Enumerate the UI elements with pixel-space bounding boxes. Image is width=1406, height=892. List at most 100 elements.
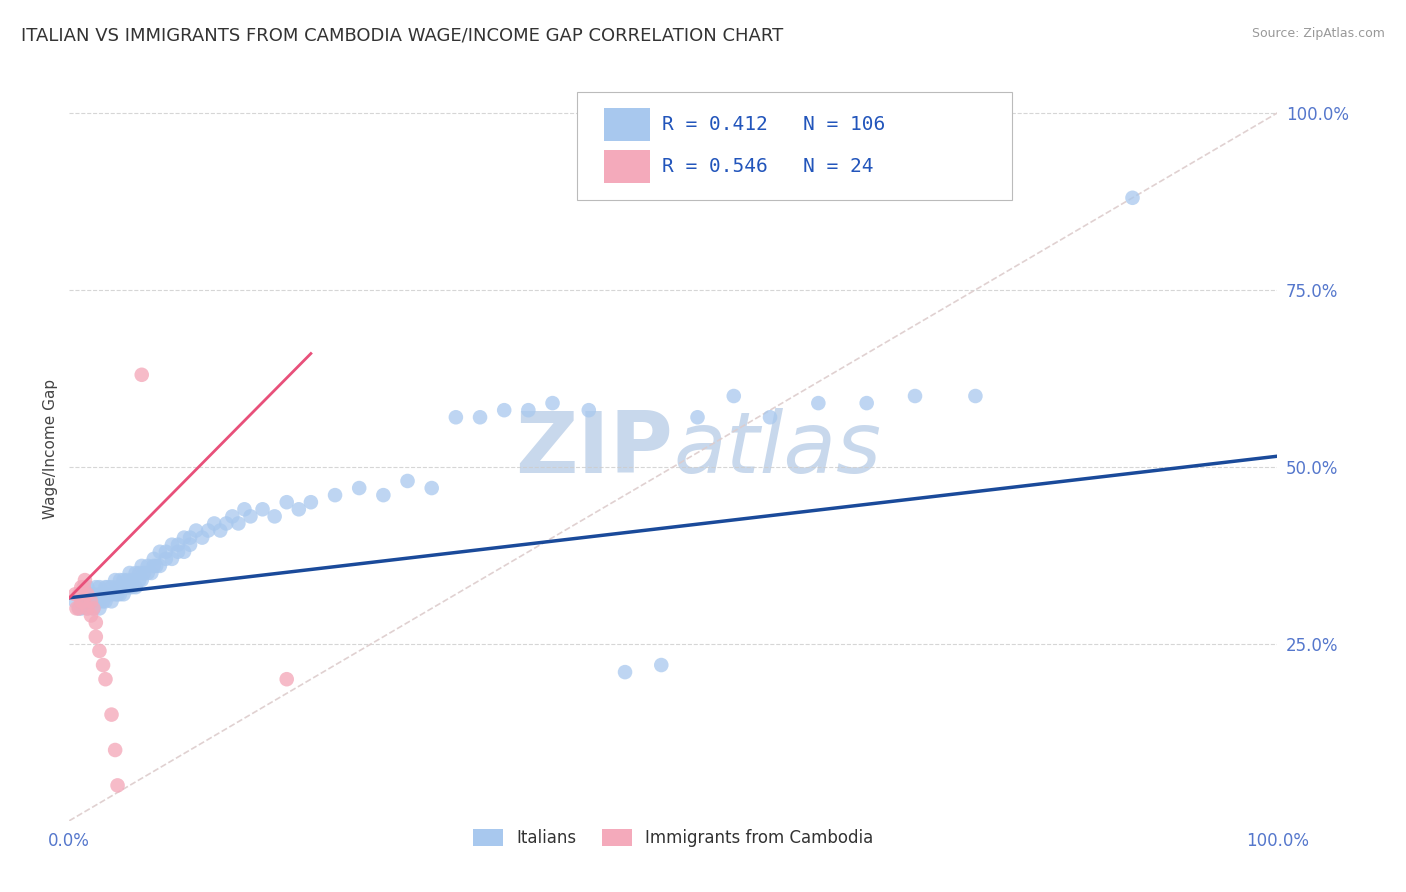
Y-axis label: Wage/Income Gap: Wage/Income Gap <box>44 379 58 519</box>
Point <box>686 410 709 425</box>
Point <box>70 601 93 615</box>
Point <box>276 672 298 686</box>
Point <box>112 573 135 587</box>
Point <box>104 573 127 587</box>
Point <box>112 587 135 601</box>
Point <box>76 601 98 615</box>
Point <box>494 403 516 417</box>
Point <box>91 587 114 601</box>
Point <box>73 580 96 594</box>
Point <box>855 396 877 410</box>
Point <box>80 594 103 608</box>
Point <box>82 594 104 608</box>
Point <box>73 594 96 608</box>
Point <box>221 509 243 524</box>
Point <box>149 558 172 573</box>
Point <box>179 531 201 545</box>
Point <box>1121 191 1143 205</box>
Point <box>468 410 491 425</box>
Point <box>650 658 672 673</box>
Point <box>807 396 830 410</box>
Point <box>104 743 127 757</box>
Point <box>70 580 93 594</box>
Text: R = 0.546   N = 24: R = 0.546 N = 24 <box>662 157 875 176</box>
Point <box>121 573 143 587</box>
Point <box>517 403 540 417</box>
Point <box>396 474 419 488</box>
Point <box>89 594 111 608</box>
Point <box>136 558 159 573</box>
Point <box>84 580 107 594</box>
Point <box>94 580 117 594</box>
Point <box>84 594 107 608</box>
Point <box>160 552 183 566</box>
Point <box>233 502 256 516</box>
Point <box>197 524 219 538</box>
Point <box>91 658 114 673</box>
Point <box>134 566 156 580</box>
Point <box>104 587 127 601</box>
Point <box>155 545 177 559</box>
Point <box>299 495 322 509</box>
Point <box>76 594 98 608</box>
Point <box>252 502 274 516</box>
Point <box>167 538 190 552</box>
Point <box>70 587 93 601</box>
Point <box>107 587 129 601</box>
Text: R = 0.412   N = 106: R = 0.412 N = 106 <box>662 115 886 134</box>
Point <box>73 587 96 601</box>
Point <box>100 580 122 594</box>
Point <box>118 566 141 580</box>
Point <box>904 389 927 403</box>
Point <box>323 488 346 502</box>
Point <box>167 545 190 559</box>
Point <box>108 587 131 601</box>
Point <box>100 707 122 722</box>
Point <box>76 601 98 615</box>
Point <box>155 552 177 566</box>
Point <box>67 587 90 601</box>
Point <box>128 573 150 587</box>
Point <box>80 587 103 601</box>
Point <box>65 587 87 601</box>
Point <box>142 552 165 566</box>
Point <box>128 566 150 580</box>
Point <box>97 580 120 594</box>
Legend: Italians, Immigrants from Cambodia: Italians, Immigrants from Cambodia <box>467 822 880 854</box>
Point <box>136 566 159 580</box>
Point <box>131 368 153 382</box>
Point <box>149 545 172 559</box>
Point <box>444 410 467 425</box>
Point <box>179 538 201 552</box>
Point <box>65 594 87 608</box>
Point <box>107 580 129 594</box>
Point <box>228 516 250 531</box>
Point <box>131 558 153 573</box>
Point <box>184 524 207 538</box>
Point <box>70 594 93 608</box>
Point <box>121 580 143 594</box>
Point <box>202 516 225 531</box>
Point <box>209 524 232 538</box>
Point <box>173 545 195 559</box>
Point <box>112 580 135 594</box>
Point <box>215 516 238 531</box>
Point <box>614 665 637 680</box>
Point <box>115 573 138 587</box>
Point <box>965 389 987 403</box>
Point <box>89 644 111 658</box>
Point <box>100 587 122 601</box>
Point <box>239 509 262 524</box>
Point <box>373 488 395 502</box>
Point <box>100 594 122 608</box>
Point <box>76 587 98 601</box>
Point <box>67 601 90 615</box>
Point <box>67 601 90 615</box>
Point <box>141 566 163 580</box>
Point <box>160 538 183 552</box>
Point <box>91 594 114 608</box>
Point <box>94 672 117 686</box>
Point <box>89 580 111 594</box>
Point <box>107 778 129 792</box>
Point <box>759 410 782 425</box>
